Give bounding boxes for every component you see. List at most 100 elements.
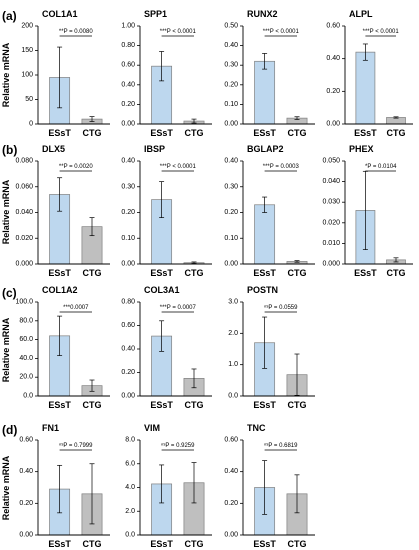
y-tick-label: 100	[21, 72, 33, 79]
y-tick-label: 0.80	[121, 42, 135, 49]
y-axis-label: Relative mRNA	[1, 42, 11, 107]
y-tick-label: 0.030	[322, 199, 340, 206]
p-value-annotation: ***P = 0.0003	[263, 164, 300, 170]
y-tick-label: 0.40	[19, 468, 33, 475]
panel-label: (b)	[2, 143, 17, 157]
y-tick-label: 0.00	[121, 261, 135, 268]
y-tick-label: 0.060	[15, 183, 33, 190]
y-tick-label: 40.0	[19, 355, 33, 362]
y-axis-label: Relative mRNA	[1, 317, 11, 382]
chart-title: VIM	[144, 423, 160, 433]
y-axis-label: Relative mRNA	[1, 455, 11, 520]
y-tick-label: 0.10	[121, 235, 135, 242]
x-tick-label: CTG	[83, 128, 102, 138]
y-tick-label: 0.20	[121, 209, 135, 216]
chart-title: COL1A2	[42, 285, 78, 295]
y-tick-label: 8.0	[125, 437, 135, 444]
y-tick-label: 0.60	[19, 437, 33, 444]
y-tick-label: 0.00	[326, 121, 340, 128]
y-axis-label: Relative mRNA	[1, 179, 11, 244]
p-value-annotation: *P = 0.0104	[365, 164, 397, 170]
y-tick-label: 0	[29, 121, 33, 128]
y-tick-label: 3.0	[228, 299, 238, 306]
y-tick-label: 0.000	[15, 261, 33, 268]
y-tick-label: 2.0	[125, 508, 135, 515]
p-value-annotation: ***0.0007	[63, 305, 89, 311]
y-tick-label: 0.000	[322, 261, 340, 268]
y-tick-label: 0.20	[121, 101, 135, 108]
chart-title: ALPL	[349, 9, 373, 19]
y-tick-label: 0.40	[121, 81, 135, 88]
chart-title: COL1A1	[42, 9, 78, 19]
y-tick-label: 0.050	[322, 158, 340, 165]
y-tick-label: 0.20	[224, 500, 238, 507]
p-value-annotation: ⁿˢP = 0.0559	[264, 304, 298, 311]
chart-title: SPP1	[144, 9, 167, 19]
p-value-annotation: ⁿˢP = 0.7999	[59, 442, 93, 449]
y-tick-label: 0.80	[121, 299, 135, 306]
y-tick-label: 0.60	[326, 23, 340, 30]
y-tick-label: 6.0	[125, 460, 135, 467]
bar-esst	[355, 51, 376, 125]
p-value-annotation: ***P < 0.0001	[160, 164, 197, 170]
y-tick-label: 0.020	[15, 235, 33, 242]
x-tick-label: ESsT	[253, 400, 276, 410]
x-tick-label: ESsT	[150, 268, 173, 278]
y-tick-label: 0.40	[224, 468, 238, 475]
p-value-annotation: ⁿˢP = 0.9259	[161, 442, 195, 449]
x-tick-label: CTG	[288, 268, 307, 278]
x-tick-label: ESsT	[150, 400, 173, 410]
y-tick-label: 0.040	[322, 178, 340, 185]
y-tick-label: 60.0	[19, 336, 33, 343]
chart-title: PHEX	[349, 144, 374, 154]
y-tick-label: 1.0	[228, 361, 238, 368]
y-tick-label: 0.40	[224, 42, 238, 49]
y-tick-label: 0.00	[121, 393, 135, 400]
x-tick-label: ESsT	[48, 539, 71, 549]
x-tick-label: ESsT	[253, 128, 276, 138]
chart-title: POSTN	[247, 285, 278, 295]
y-tick-label: 0.20	[121, 369, 135, 376]
y-tick-label: 0.080	[15, 158, 33, 165]
chart-title: RUNX2	[247, 9, 278, 19]
y-tick-label: 0.30	[121, 183, 135, 190]
y-tick-label: 0.40	[121, 158, 135, 165]
panel-label: (c)	[2, 286, 17, 300]
y-tick-label: 0.40	[224, 158, 238, 165]
y-tick-label: 100.0	[15, 299, 33, 306]
y-tick-label: 0.30	[224, 62, 238, 69]
x-tick-label: ESsT	[150, 539, 173, 549]
x-tick-label: CTG	[185, 128, 204, 138]
p-value-annotation: ***P < 0.0001	[263, 29, 300, 35]
y-tick-label: 0.040	[15, 209, 33, 216]
x-tick-label: CTG	[83, 268, 102, 278]
y-tick-label: 0.50	[224, 23, 238, 30]
y-tick-label: 0.20	[19, 500, 33, 507]
p-value-annotation: **P = 0.0080	[59, 29, 93, 35]
chart-title: DLX5	[42, 144, 65, 154]
x-tick-label: CTG	[83, 539, 102, 549]
y-tick-label: 0.60	[121, 322, 135, 329]
y-tick-label: 150	[21, 47, 33, 54]
y-tick-label: 0.0	[125, 532, 135, 539]
chart-title: COL3A1	[144, 285, 180, 295]
y-tick-label: 2.0	[228, 330, 238, 337]
x-tick-label: CTG	[83, 400, 102, 410]
y-tick-label: 0.60	[121, 62, 135, 69]
y-tick-label: 0.00	[224, 532, 238, 539]
y-tick-label: 0.0	[228, 393, 238, 400]
y-tick-label: 0.00	[19, 532, 33, 539]
y-tick-label: 0.40	[326, 55, 340, 62]
x-tick-label: CTG	[288, 539, 307, 549]
x-tick-label: CTG	[387, 128, 406, 138]
y-tick-label: 0.0	[23, 393, 33, 400]
x-tick-label: CTG	[185, 400, 204, 410]
p-value-annotation: ***P < 0.0001	[160, 29, 197, 35]
y-tick-label: 20.0	[19, 374, 33, 381]
chart-title: TNC	[247, 423, 266, 433]
chart-title: FN1	[42, 423, 59, 433]
x-tick-label: ESsT	[48, 268, 71, 278]
y-tick-label: 0.60	[224, 437, 238, 444]
y-tick-label: 0.010	[322, 240, 340, 247]
